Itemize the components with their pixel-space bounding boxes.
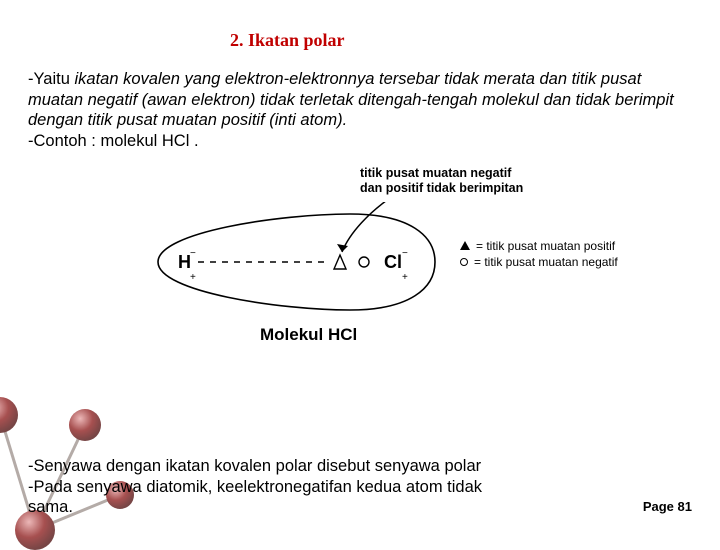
- molecule-name: Molekul HCl: [260, 325, 357, 345]
- bottom-paragraph: -Senyawa dengan ikatan kovalen polar dis…: [28, 456, 692, 518]
- page-number: Page 81: [643, 499, 692, 514]
- cl-atom-label: Cl: [384, 252, 402, 272]
- definition-text: ikatan kovalen yang elektron-elektronnya…: [28, 70, 674, 129]
- hcl-svg: H − + Cl − +: [140, 202, 440, 322]
- h-minus: −: [190, 248, 196, 259]
- legend-triangle-text: = titik pusat muatan positif: [476, 238, 615, 254]
- cl-minus: −: [402, 248, 408, 259]
- body-text: -Yaitu ikatan kovalen yang elektron-elek…: [0, 51, 720, 152]
- diagram-top-label-2: dan positif tidak berimpitan: [360, 181, 523, 197]
- slide-title: 2. Ikatan polar: [0, 0, 720, 51]
- diagram-top-label-1: titik pusat muatan negatif: [360, 166, 523, 182]
- bottom-line-2: -Pada senyawa diatomik, keelektronegatif…: [28, 477, 692, 498]
- bottom-line-1: -Senyawa dengan ikatan kovalen polar dis…: [28, 456, 692, 477]
- bottom-line-3: sama.: [28, 497, 692, 518]
- circle-marker: [359, 257, 369, 267]
- h-plus: +: [190, 272, 196, 283]
- cl-plus: +: [402, 272, 408, 283]
- legend-circle-text: = titik pusat muatan negatif: [474, 254, 618, 270]
- hcl-diagram: titik pusat muatan negatif dan positif t…: [0, 160, 720, 360]
- diagram-legend: = titik pusat muatan positif = titik pus…: [460, 238, 618, 270]
- legend-triangle-icon: [460, 241, 470, 250]
- legend-circle-icon: [460, 258, 468, 266]
- example-text: -Contoh : molekul HCl .: [28, 131, 692, 152]
- first-word: Yaitu: [34, 70, 70, 88]
- triangle-marker: [334, 255, 346, 269]
